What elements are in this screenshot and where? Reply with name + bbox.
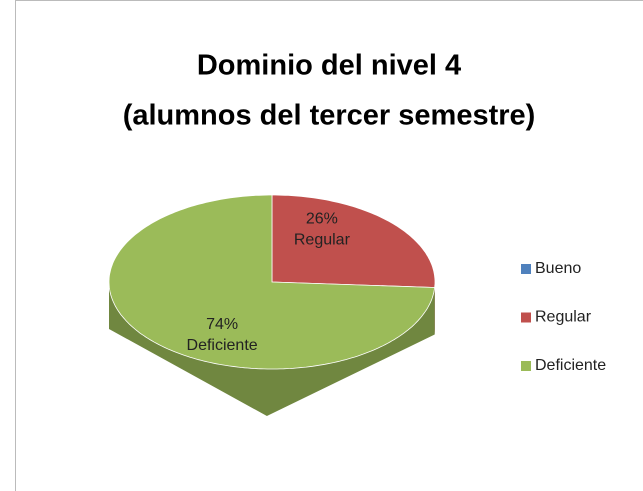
slice-side xyxy=(109,282,435,416)
data-label: 74% xyxy=(206,316,238,333)
slice xyxy=(108,194,436,370)
chart-title: Dominio del nivel 4 xyxy=(197,50,461,82)
chart-subtitle: (alumnos del tercer semestre) xyxy=(123,100,536,132)
legend-swatch xyxy=(521,361,531,371)
data-label: 26% xyxy=(306,210,338,227)
data-label-category: Regular xyxy=(294,231,351,248)
legend-label: Regular xyxy=(535,309,592,326)
legend-label: Deficiente xyxy=(535,357,606,374)
legend-swatch xyxy=(521,312,531,323)
data-label-category: Deficiente xyxy=(187,337,258,354)
slice xyxy=(271,194,436,288)
legend-swatch xyxy=(521,264,531,274)
legend-label: Bueno xyxy=(535,260,581,277)
